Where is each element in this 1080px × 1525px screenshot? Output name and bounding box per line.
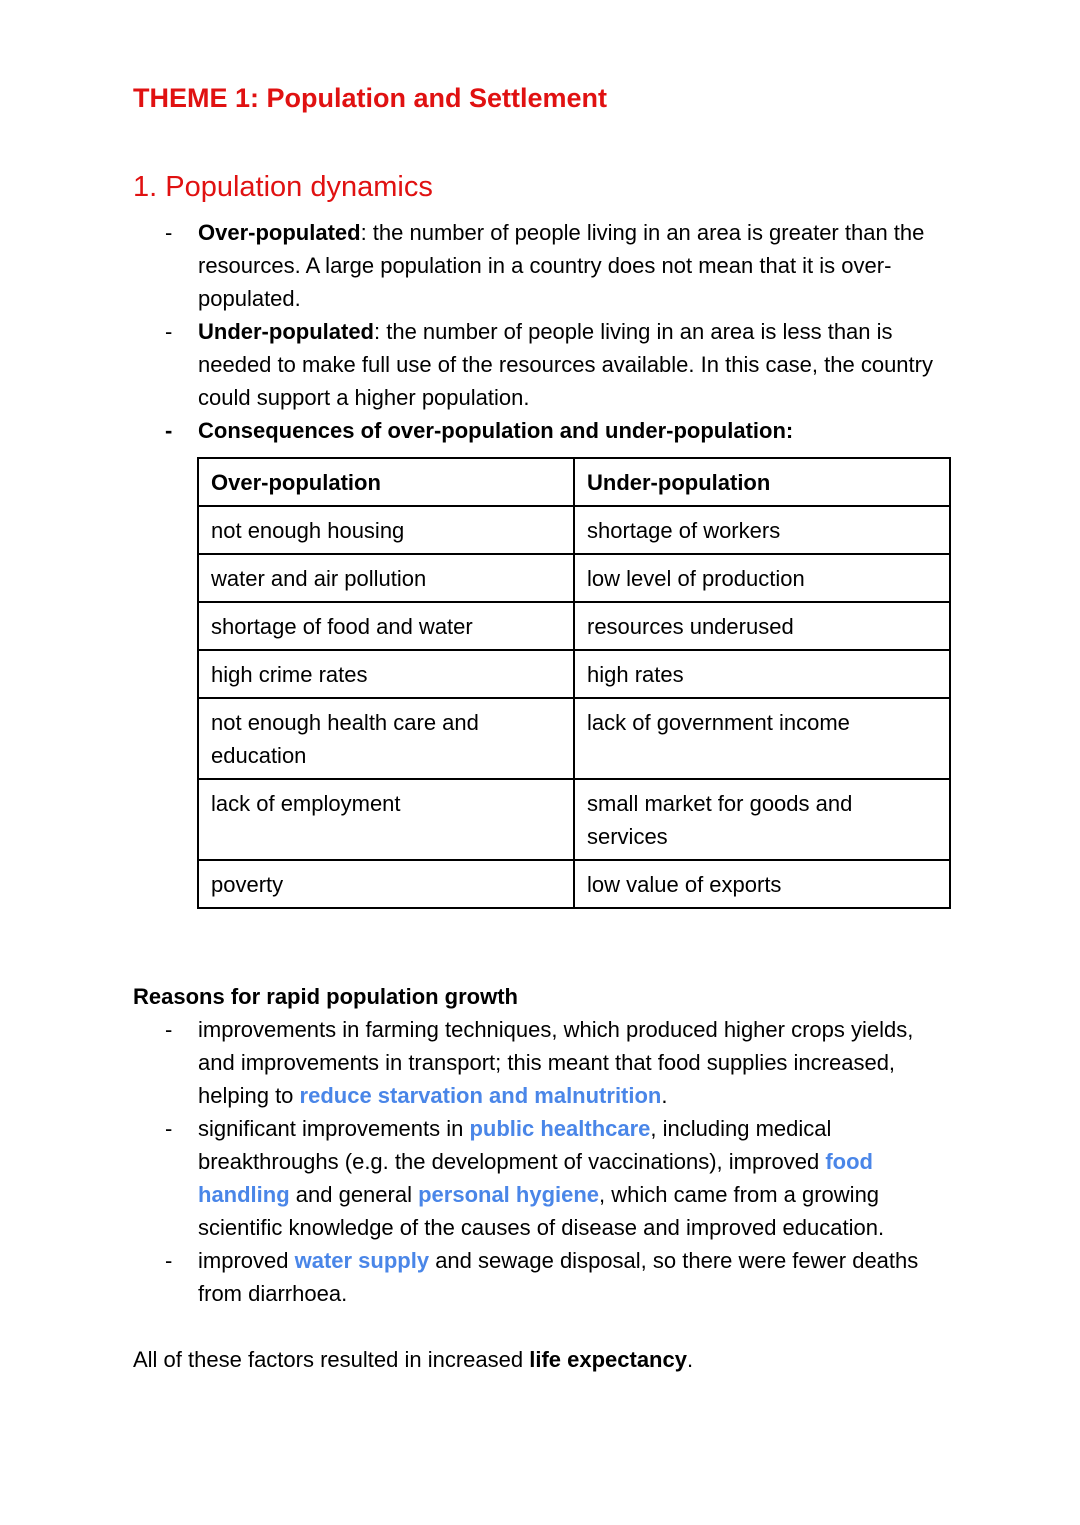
table-row: shortage of food and water resources und…	[197, 601, 951, 651]
table-cell: resources underused	[573, 601, 951, 651]
bullet-dash: -	[165, 418, 173, 443]
table-cell: high rates	[573, 649, 951, 699]
list-item-text: Under-populated: the number of people li…	[198, 319, 933, 410]
bullet-dash: -	[165, 1116, 173, 1141]
closing-paragraph: All of these factors resulted in increas…	[133, 1347, 694, 1372]
list-item-text: improved water supply and sewage disposa…	[198, 1248, 919, 1306]
list-item: - Under-populated: the number of people …	[165, 315, 948, 414]
table-cell: shortage of food and water	[197, 601, 575, 651]
section-heading-population-dynamics: 1. Population dynamics	[133, 171, 433, 203]
table-row: lack of employment small market for good…	[197, 778, 951, 861]
list-item: - significant improvements in public hea…	[165, 1112, 948, 1244]
table-header-cell: Under-population	[573, 457, 951, 507]
growth-bullet-list: - improvements in farming techniques, wh…	[165, 1013, 948, 1310]
page-title: THEME 1: Population and Settlement	[133, 83, 608, 113]
table-row: not enough health care and education lac…	[197, 697, 951, 780]
table-row: not enough housing shortage of workers	[197, 505, 951, 555]
table-cell: lack of employment	[197, 778, 575, 861]
table-row: water and air pollution low level of pro…	[197, 553, 951, 603]
bullet-dash: -	[165, 1017, 173, 1042]
table-cell: lack of government income	[573, 697, 951, 780]
table-cell: not enough health care and education	[197, 697, 575, 780]
table-cell: water and air pollution	[197, 553, 575, 603]
bullet-dash: -	[165, 220, 173, 245]
list-item-text: Over-populated: the number of people liv…	[198, 220, 925, 311]
dynamics-bullet-list: - Over-populated: the number of people l…	[165, 216, 948, 447]
table-header-cell: Over-population	[197, 457, 575, 507]
table-cell: shortage of workers	[573, 505, 951, 555]
list-item-text: improvements in farming techniques, whic…	[198, 1017, 914, 1108]
table-header-row: Over-population Under-population	[197, 457, 951, 507]
table-cell: poverty	[197, 859, 575, 909]
bullet-dash: -	[165, 319, 173, 344]
list-item-text: Consequences of over-population and unde…	[198, 418, 794, 443]
table-cell: low value of exports	[573, 859, 951, 909]
table-cell: not enough housing	[197, 505, 575, 555]
table-cell: small market for goods and services	[573, 778, 951, 861]
list-item: - Consequences of over-population and un…	[165, 414, 948, 447]
consequences-table: Over-population Under-population not eno…	[197, 457, 951, 909]
list-item-text: significant improvements in public healt…	[198, 1116, 885, 1240]
table-cell: high crime rates	[197, 649, 575, 699]
list-item: - improvements in farming techniques, wh…	[165, 1013, 948, 1112]
growth-section-heading: Reasons for rapid population growth	[133, 984, 518, 1009]
table-cell: low level of production	[573, 553, 951, 603]
bullet-dash: -	[165, 1248, 173, 1273]
table-row: high crime rates high rates	[197, 649, 951, 699]
list-item: - Over-populated: the number of people l…	[165, 216, 948, 315]
list-item: - improved water supply and sewage dispo…	[165, 1244, 948, 1310]
table-row: poverty low value of exports	[197, 859, 951, 909]
